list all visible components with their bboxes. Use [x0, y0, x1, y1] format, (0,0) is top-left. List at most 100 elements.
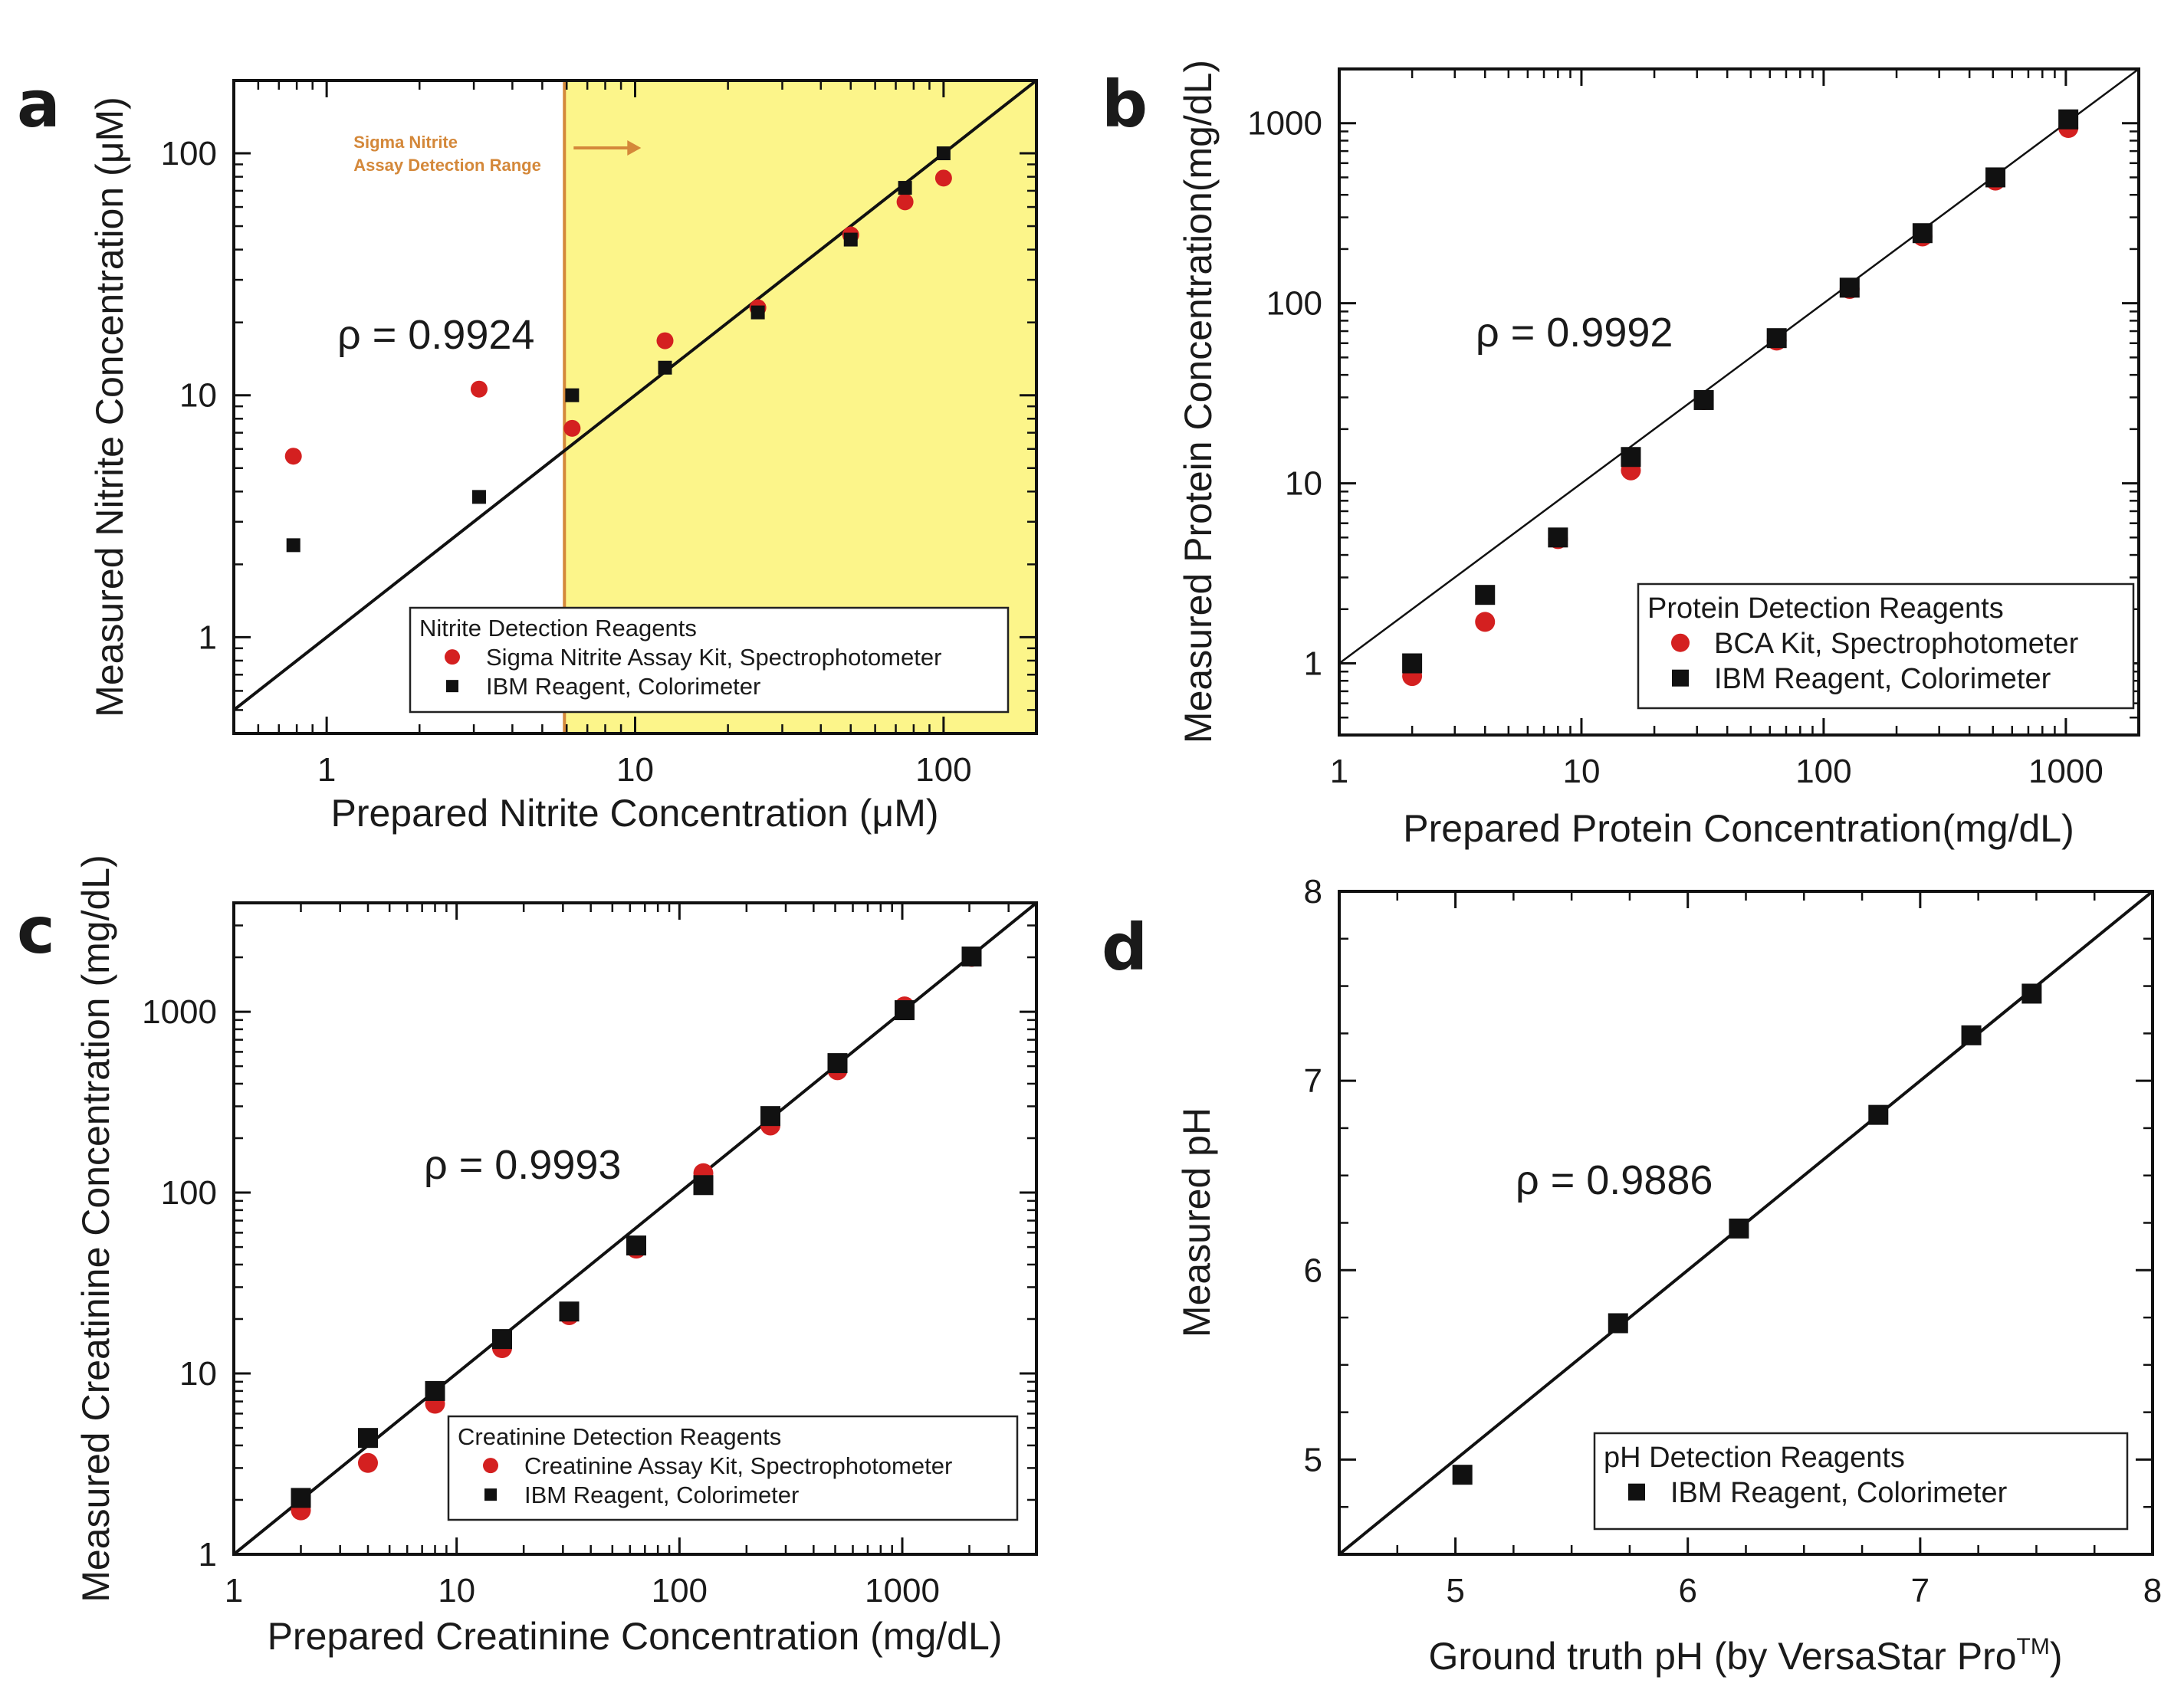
- x-tick-label: 10: [438, 1572, 475, 1609]
- point-square-series-1: [2058, 109, 2079, 130]
- point-square-series-1: [1475, 585, 1496, 605]
- legend-entry: Sigma Nitrite Assay Kit, Spectrophotomet…: [486, 644, 941, 671]
- legend-entry: IBM Reagent, Colorimeter: [1670, 1477, 2008, 1509]
- panel-c: c 1 10 100 1000 1 10 100 1000 Prepared Creatinine…: [17, 855, 1038, 1658]
- point-square-series-1: [1621, 447, 1641, 468]
- x-tick-label: 1: [317, 751, 336, 789]
- y-tick-label: 10: [179, 1355, 217, 1393]
- point-square-series-1: [559, 1301, 580, 1322]
- point-square-series-1: [894, 1000, 915, 1021]
- plot-frame: [1338, 67, 2140, 737]
- y-tick-label: 6: [1304, 1252, 1322, 1289]
- x-tick-label: 1000: [2028, 753, 2104, 790]
- x-tick-label: 7: [1911, 1572, 1929, 1609]
- y-tick-label: 7: [1304, 1062, 1322, 1100]
- x-axis-label: Ground truth pH (by VersaStar ProTM): [1428, 1634, 2062, 1678]
- point-square-series-1: [357, 1428, 378, 1449]
- point-square-series-1: [626, 1235, 646, 1256]
- point-circle-series-0: [470, 380, 488, 398]
- panel-label: a: [17, 67, 61, 142]
- point-square-series-0: [1868, 1104, 1889, 1125]
- point-square-series-1: [491, 1329, 512, 1350]
- legend-marker-circle: [483, 1458, 498, 1474]
- annotation-text-line2: Assay Detection Range: [353, 156, 541, 175]
- legend-box: [1593, 1432, 2129, 1531]
- point-square-series-1: [1912, 223, 1933, 244]
- x-tick-label: 1: [1330, 753, 1348, 790]
- legend-marker-circle: [445, 649, 460, 665]
- y-tick-label: 1: [1304, 645, 1322, 683]
- x-tick-label: 10: [1562, 753, 1600, 790]
- legend-marker-square: [446, 680, 458, 693]
- point-circle-series-0: [357, 1452, 378, 1473]
- point-square-series-1: [1548, 527, 1568, 548]
- x-tick-label: 1000: [865, 1572, 940, 1609]
- point-square-series-1: [693, 1175, 714, 1196]
- x-axis-label: Prepared Creatinine Concentration (mg/dL…: [268, 1615, 1003, 1658]
- legend-marker-circle: [1671, 633, 1690, 652]
- point-square-series-1: [961, 947, 982, 967]
- point-square-series-1: [658, 360, 672, 375]
- y-tick-label: 100: [1266, 285, 1322, 323]
- point-square-series-1: [425, 1380, 445, 1401]
- legend-marker-square: [484, 1488, 497, 1501]
- panel-label: c: [17, 893, 55, 968]
- y-axis-label: Measured Protein Concentration(mg/dL): [1177, 60, 1220, 743]
- x-axis-label-sup: TM: [2017, 1634, 2050, 1659]
- legend-entry: Creatinine Assay Kit, Spectrophotometer: [524, 1452, 952, 1479]
- legend-box: [409, 606, 1010, 714]
- point-circle-series-0: [896, 193, 914, 211]
- legend-title: Nitrite Detection Reagents: [419, 615, 697, 641]
- legend-box: [1637, 582, 2135, 710]
- point-square-series-0: [2021, 983, 2042, 1004]
- plot-frame: [232, 901, 1038, 1556]
- legend-title: Protein Detection Reagents: [1647, 592, 2004, 625]
- point-square-series-1: [843, 232, 858, 247]
- y-tick-label: 10: [1285, 465, 1322, 503]
- x-tick-label: 8: [2143, 1572, 2162, 1609]
- point-circle-series-0: [1475, 612, 1496, 632]
- legend-entry: IBM Reagent, Colorimeter: [524, 1482, 799, 1508]
- x-tick-label: 10: [616, 751, 654, 789]
- correlation-label: ρ = 0.9992: [1476, 310, 1673, 356]
- legend-marker-square: [1628, 1483, 1645, 1501]
- point-circle-series-0: [563, 419, 581, 437]
- legend-title: pH Detection Reagents: [1604, 1442, 1905, 1474]
- panel-d: d 5 6 7 8 5 6 7 8 Ground truth pH (by VersaStar P…: [1102, 873, 2162, 1678]
- y-tick-label: 8: [1304, 873, 1322, 911]
- point-square-series-1: [286, 538, 301, 553]
- point-square-series-1: [898, 181, 912, 195]
- panel-label: b: [1102, 67, 1148, 142]
- x-tick-label: 100: [1795, 753, 1851, 790]
- correlation-label: ρ = 0.9924: [337, 312, 534, 358]
- legend-box: [447, 1415, 1019, 1521]
- point-square-series-0: [1608, 1313, 1628, 1334]
- x-tick-label: 100: [915, 751, 971, 789]
- y-tick-label: 1000: [1247, 105, 1322, 143]
- y-tick-label: 1: [199, 1536, 217, 1573]
- y-tick-label: 1000: [142, 993, 217, 1031]
- point-square-series-1: [565, 388, 580, 402]
- y-tick-label: 1: [199, 619, 217, 656]
- y-tick-label: 100: [161, 135, 217, 172]
- point-square-series-1: [471, 490, 486, 504]
- point-square-series-1: [1693, 389, 1714, 410]
- x-axis-label: Prepared Nitrite Concentration (μM): [331, 792, 939, 835]
- legend-marker-square: [1672, 669, 1689, 687]
- y-tick-label: 5: [1304, 1441, 1322, 1478]
- reference-line-y-equals-x: [234, 80, 1036, 712]
- x-tick-label: 5: [1446, 1572, 1464, 1609]
- correlation-label: ρ = 0.9993: [424, 1142, 621, 1188]
- y-axis-label: Measured Nitrite Concentration (μM): [88, 97, 131, 717]
- point-square-series-1: [760, 1106, 780, 1127]
- annotation-arrow-head: [627, 140, 642, 156]
- legend-entry: IBM Reagent, Colorimeter: [1714, 663, 2051, 695]
- point-square-series-0: [1961, 1025, 1982, 1045]
- y-axis-label: Measured pH: [1175, 1107, 1218, 1337]
- point-circle-series-0: [284, 448, 302, 465]
- point-square-series-1: [750, 305, 765, 320]
- x-axis-label: Prepared Protein Concentration(mg/dL): [1403, 807, 2074, 850]
- point-square-series-1: [936, 146, 951, 161]
- point-square-series-1: [1766, 328, 1787, 349]
- panel-label: d: [1102, 910, 1148, 985]
